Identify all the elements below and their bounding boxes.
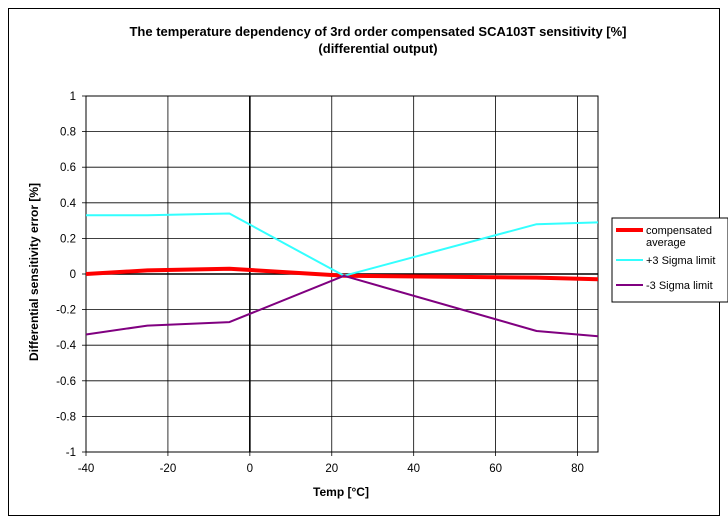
y-tick-label: -0.2	[56, 305, 76, 317]
series-lines	[85, 212, 599, 338]
x-axis-title: Temp [°C]	[313, 485, 369, 499]
chart-title-line2: (differential output)	[318, 41, 437, 56]
y-tick-label: 0	[70, 269, 76, 281]
tick-labels: 1 0.8 0.6 0.4 0.2 0 -0.2 -0.4 -0.6 -0.8 -1-40 -20 0 2…	[56, 91, 584, 475]
legend-label-average: average	[646, 237, 686, 249]
y-tick-label: 0.4	[60, 198, 77, 210]
legend: compensated average +3 Sigma limit -3 Si…	[611, 217, 728, 303]
series-line-compensated-average	[85, 266, 599, 282]
y-axis-title: Differential sensitivity error [%]	[27, 183, 41, 361]
legend-label-minus-3-sigma: -3 Sigma limit	[646, 280, 713, 292]
x-tick-label: -40	[78, 463, 95, 475]
chart-title-line1: The temperature dependency of 3rd order …	[129, 24, 626, 39]
legend-label-plus-3-sigma: +3 Sigma limit	[646, 255, 715, 267]
x-tick-label: 0	[247, 463, 253, 475]
y-tick-label: 0.6	[60, 162, 76, 174]
series-line-plus-3-sigma-limit	[86, 212, 599, 277]
y-tick-label: 0.8	[60, 127, 76, 139]
x-tick-label: 60	[489, 463, 502, 475]
y-tick-label: -0.4	[56, 340, 76, 352]
legend-label-compensated: compensated	[646, 225, 712, 237]
x-tick-label: 80	[571, 463, 584, 475]
x-tick-label: 40	[407, 463, 420, 475]
y-tick-label: 0.2	[60, 233, 76, 245]
x-tick-label: 20	[325, 463, 338, 475]
y-tick-label: -0.8	[56, 411, 76, 423]
y-tick-label: -0.6	[56, 376, 76, 388]
series-line-minus-3-sigma-limit	[85, 274, 599, 338]
x-tick-label: -20	[160, 463, 177, 475]
y-tick-label: 1	[70, 91, 76, 103]
y-tick-label: -1	[66, 447, 76, 459]
